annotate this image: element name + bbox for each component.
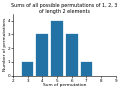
Bar	[81, 62, 92, 76]
Bar	[36, 34, 48, 76]
Bar	[51, 21, 63, 76]
Title: Sums of all possible permutations of 1, 2, 3 of length 2 elements: Sums of all possible permutations of 1, …	[11, 3, 118, 14]
Bar	[66, 34, 78, 76]
Y-axis label: Number of permutations: Number of permutations	[3, 18, 7, 71]
X-axis label: Sum of permutation: Sum of permutation	[43, 83, 86, 87]
Bar	[22, 62, 33, 76]
